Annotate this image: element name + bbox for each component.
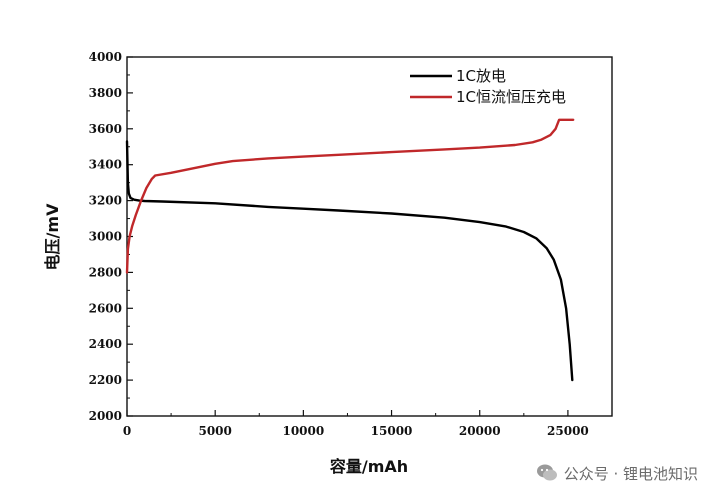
y-tick-label: 2000 xyxy=(89,409,122,423)
y-axis-label: 电压/mV xyxy=(43,203,62,271)
lines-layer xyxy=(125,118,575,382)
y-tick-label: 2800 xyxy=(89,265,122,279)
watermark-text: 公众号 · 锂电池知识 xyxy=(563,464,698,483)
wechat-icon xyxy=(536,462,558,484)
y-tick-label: 2200 xyxy=(89,373,122,387)
y-tick-label: 3400 xyxy=(89,158,122,172)
y-tick-label: 3200 xyxy=(89,194,122,208)
x-axis-label: 容量/mAh xyxy=(329,457,408,476)
ticks-layer: 0 5000 10000 15000 20000 25000 2000 2200 2400 260… xyxy=(89,50,589,438)
y-tick-label: 4000 xyxy=(89,50,122,64)
watermark: 公众号 · 锂电池知识 xyxy=(536,462,698,484)
y-tick-label: 3600 xyxy=(89,122,122,136)
y-tick-label: 3000 xyxy=(89,230,122,244)
x-tick-label: 5000 xyxy=(198,424,231,438)
x-tick-label: 10000 xyxy=(282,424,324,438)
series-line-discharge xyxy=(125,140,574,382)
legend-label-discharge: 1C放电 xyxy=(456,67,506,85)
x-tick-label: 15000 xyxy=(371,424,413,438)
y-tick-label: 2400 xyxy=(89,337,122,351)
series-line-charge xyxy=(125,118,575,274)
y-tick-label: 2600 xyxy=(89,301,122,315)
x-tick-label: 20000 xyxy=(459,424,501,438)
legend-label-charge: 1C恒流恒压充电 xyxy=(456,88,566,106)
plot-frame xyxy=(126,56,613,417)
x-tick-label: 25000 xyxy=(547,424,589,438)
legend: 1C放电 1C恒流恒压充电 xyxy=(410,67,566,106)
x-tick-label: 0 xyxy=(123,424,131,438)
y-tick-label: 3800 xyxy=(89,86,122,100)
